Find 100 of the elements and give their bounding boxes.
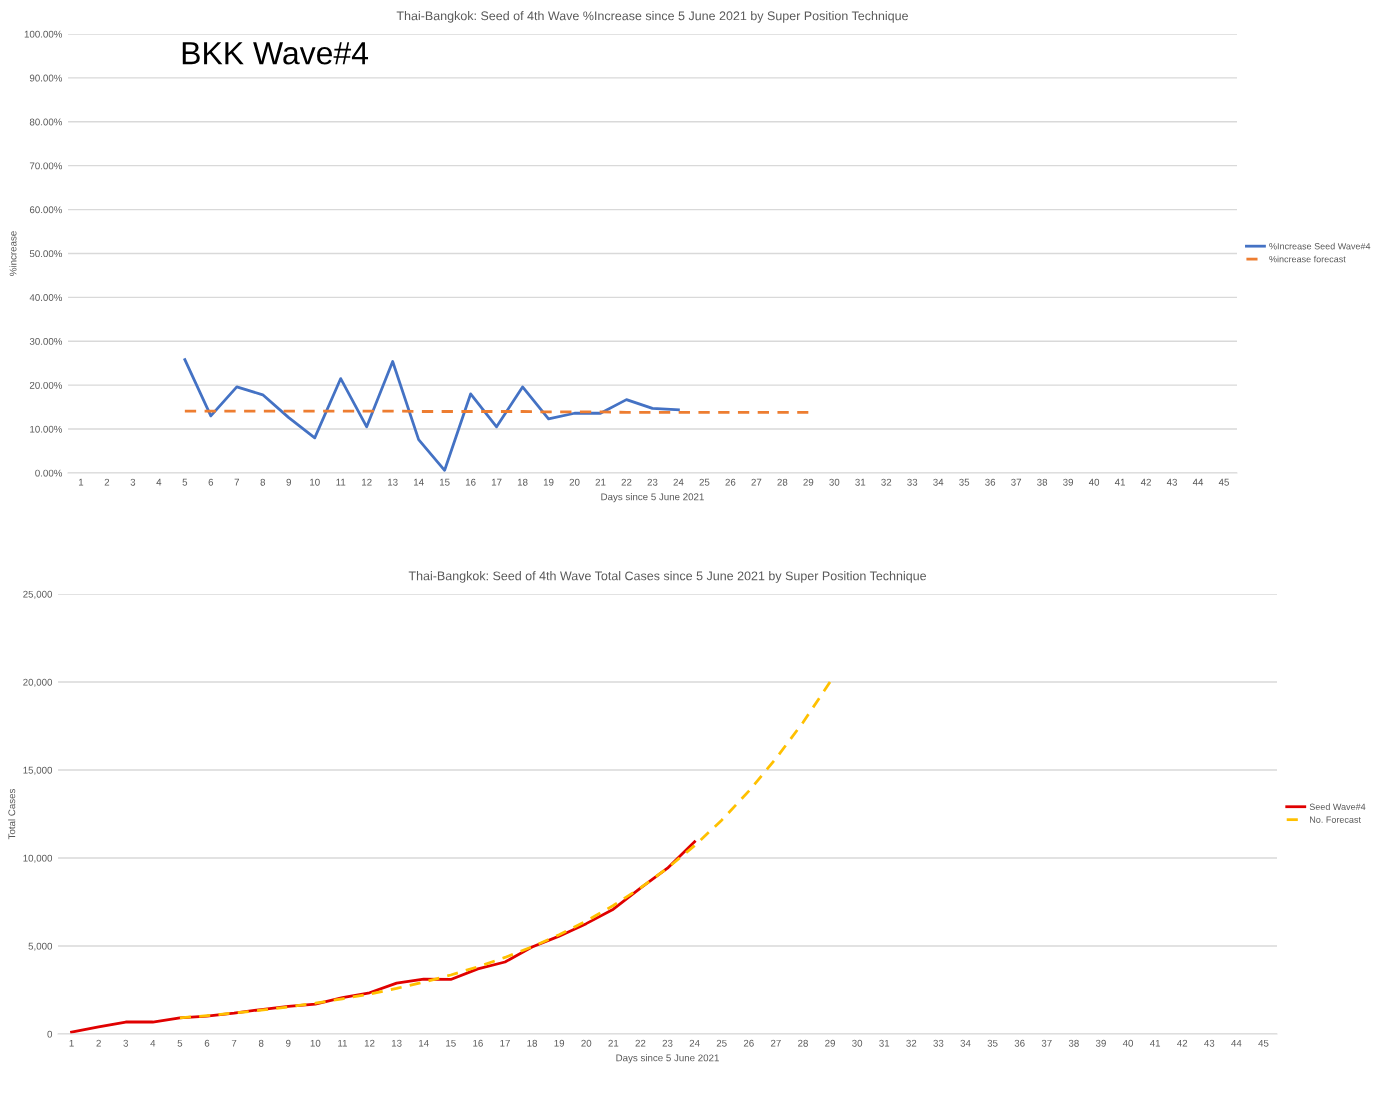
x-tick-label: 15 [439,478,450,486]
x-tick-label: 35 [959,478,970,486]
x-tick-label: 15 [446,1039,456,1047]
y-tick-label: 80.00% [29,118,63,126]
x-tick-label: 4 [156,478,162,486]
x-tick-label: 2 [104,478,110,486]
y-tick-label: 5,000 [28,942,53,951]
legend-label: No. Forecast [1310,816,1361,823]
x-tick-label: 18 [527,1039,538,1047]
x-tick-label: 40 [1088,478,1100,486]
x-tick-label: 1 [78,478,84,486]
x-tick-label: 32 [906,1039,917,1047]
x-tick-label: 18 [517,478,528,486]
y-axis-title: %increase [9,231,17,276]
legend-label: Seed Wave#4 [1309,803,1366,810]
x-tick-label: 7 [231,1039,237,1047]
x-tick-label: 31 [879,1039,890,1047]
x-tick-label: 13 [388,478,398,486]
x-tick-label: 32 [881,478,892,486]
y-tick-label: 70.00% [29,162,63,170]
x-tick-label: 37 [1011,478,1022,486]
x-tick-label: 16 [473,1039,483,1047]
x-tick-label: 8 [258,1039,264,1047]
x-tick-label: 30 [852,1039,863,1047]
x-tick-label: 36 [1014,1039,1025,1047]
x-tick-label: 39 [1095,1039,1106,1047]
x-tick-label: 17 [491,478,502,486]
y-tick-label: 90.00% [29,74,63,82]
line-series [178,680,832,1020]
x-tick-label: 25 [716,1039,727,1047]
x-tick-label: 14 [419,1039,429,1047]
x-tick-label: 22 [621,478,632,486]
legend-label: %increase forecast [1269,255,1346,263]
x-tick-label: 38 [1068,1039,1079,1047]
x-tick-label: 6 [208,478,214,486]
x-tick-label: 38 [1037,478,1048,486]
x-tick-label: 42 [1177,1039,1188,1047]
x-axis-title: Days since 5 June 2021 [616,1054,719,1064]
x-axis-title: Days since 5 June 2021 [601,493,704,503]
annotation: BKK Wave#4 [182,42,369,65]
x-tick-label: 5 [177,1039,183,1047]
y-tick-label: 0 [47,1030,53,1038]
x-tick-label: 41 [1149,1039,1161,1047]
x-tick-label: 43 [1166,478,1177,486]
x-tick-label: 25 [699,478,710,486]
x-tick-label: 10 [310,478,320,486]
x-tick-label: 35 [987,1039,998,1047]
x-tick-label: 19 [543,478,554,486]
x-tick-label: 3 [123,1039,128,1047]
x-tick-label: 13 [391,1039,402,1047]
y-tick-label: 20.00% [29,381,63,389]
x-tick-label: 45 [1258,1039,1269,1047]
x-tick-label: 11 [338,1039,348,1047]
x-tick-label: 45 [1218,478,1229,486]
x-tick-label: 28 [777,478,788,486]
x-tick-label: 6 [204,1039,210,1047]
x-tick-label: 42 [1140,478,1151,486]
y-tick-label: 50.00% [29,250,63,258]
x-tick-label: 21 [595,478,606,486]
x-tick-label: 34 [960,1039,971,1047]
x-tick-label: 20 [581,1039,592,1047]
x-tick-label: 7 [234,478,240,486]
x-tick-label: 26 [725,478,736,486]
x-tick-label: 29 [825,1039,835,1047]
x-tick-label: 29 [803,478,814,486]
x-tick-label: 1 [69,1039,74,1047]
x-tick-label: 23 [662,1039,673,1047]
x-tick-label: 24 [689,1039,700,1047]
y-tick-label: 100.00% [24,30,63,38]
x-tick-label: 24 [673,478,684,486]
x-tick-label: 17 [500,1039,510,1047]
x-tick-label: 8 [260,478,266,486]
x-tick-label: 4 [150,1039,156,1047]
x-tick-label: 12 [364,1039,375,1047]
x-tick-label: 44 [1192,478,1204,486]
x-tick-label: 44 [1231,1039,1242,1047]
x-tick-label: 19 [554,1039,565,1047]
y-tick-label: 30.00% [29,337,63,345]
y-tick-label: 25,000 [23,590,53,599]
x-tick-label: 14 [413,478,424,486]
x-tick-label: 5 [182,478,188,486]
x-tick-label: 43 [1204,1039,1215,1047]
x-tick-label: 16 [465,478,476,486]
x-tick-label: 31 [855,478,866,486]
y-tick-label: 0.00% [35,469,63,477]
x-tick-label: 9 [286,1039,291,1047]
y-tick-label: 60.00% [29,206,63,214]
x-tick-label: 3 [130,478,136,486]
y-tick-label: 10,000 [23,854,53,863]
x-tick-label: 11 [336,478,346,486]
x-tick-label: 23 [647,478,658,486]
x-tick-label: 20 [569,478,580,486]
legend-label: %Increase Seed Wave#4 [1269,242,1371,250]
x-tick-label: 34 [933,478,944,486]
y-tick-label: 40.00% [29,294,63,301]
chart-title: Thai-Bangkok: Seed of 4th Wave %Increase since 5 June 2021 by Super Position Technique [396,11,908,23]
x-tick-label: 36 [985,478,996,486]
x-tick-label: 22 [635,1039,646,1047]
chart-title: Thai-Bangkok: Seed of 4th Wave Total Cases since 5 June 2021 by Super Position Technique [408,571,927,583]
x-tick-label: 33 [933,1039,944,1047]
